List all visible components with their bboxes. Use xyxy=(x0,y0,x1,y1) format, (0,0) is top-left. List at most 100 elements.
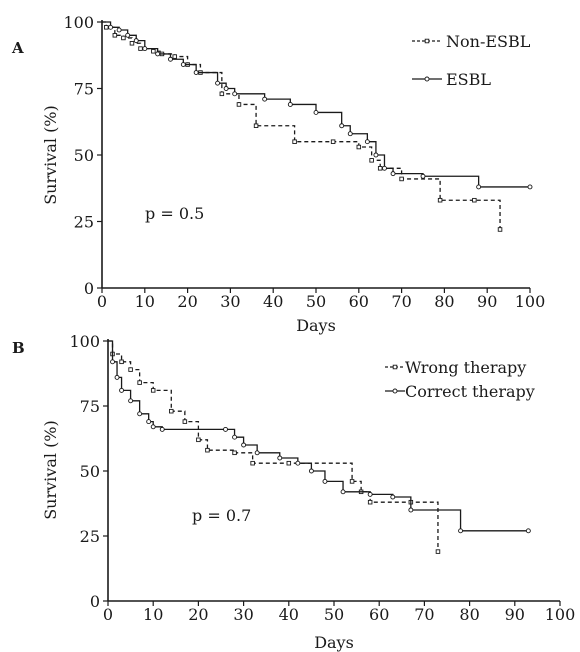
censor-marker-circle xyxy=(458,528,464,534)
x-tick-label: 70 xyxy=(391,292,411,311)
censor-marker-square xyxy=(151,49,156,54)
y-tick-label: 75 xyxy=(80,397,100,416)
y-tick-label: 0 xyxy=(90,592,100,611)
panel-label: A xyxy=(11,39,24,57)
y-tick-label: 100 xyxy=(69,332,100,351)
censor-marker-square xyxy=(250,460,255,466)
censor-marker-square xyxy=(182,419,188,424)
censor-marker-circle xyxy=(262,96,268,102)
x-tick-label: 70 xyxy=(414,605,434,624)
p-value-annotation: p = 0.5 xyxy=(145,204,204,223)
censor-marker-square xyxy=(128,367,133,372)
censor-marker-circle xyxy=(125,32,131,38)
legend-marker-square xyxy=(424,38,430,44)
censor-marker-circle xyxy=(146,419,152,425)
censor-marker-circle xyxy=(339,123,345,129)
y-tick-label: 50 xyxy=(74,146,94,165)
censor-marker-circle xyxy=(295,460,301,466)
x-tick-label: 0 xyxy=(97,292,107,311)
legend-label: ESBL xyxy=(446,70,491,89)
censor-marker-square xyxy=(292,139,297,144)
censor-marker-square xyxy=(330,139,336,144)
censor-marker-square xyxy=(129,41,135,46)
censor-marker-circle xyxy=(382,165,387,171)
censor-marker-circle xyxy=(232,434,238,440)
x-tick-label: 20 xyxy=(188,605,208,624)
censor-marker-circle xyxy=(340,489,346,495)
censor-marker-circle xyxy=(254,450,260,456)
x-tick-label: 0 xyxy=(103,605,113,624)
censor-marker-square xyxy=(349,479,355,484)
p-value-annotation: p = 0.7 xyxy=(192,506,251,525)
x-tick-label: 50 xyxy=(324,605,344,624)
x-tick-label: 20 xyxy=(177,292,197,311)
censor-marker-square xyxy=(367,499,373,505)
censor-marker-circle xyxy=(215,80,221,86)
x-tick-label: 90 xyxy=(477,292,497,311)
censor-marker-square xyxy=(369,158,374,163)
censor-marker-circle xyxy=(137,411,143,417)
x-tick-label: 30 xyxy=(220,292,240,311)
censor-marker-square xyxy=(138,46,143,51)
censor-marker-square xyxy=(232,450,237,456)
censor-marker-circle xyxy=(168,56,173,62)
censor-marker-square xyxy=(196,437,201,443)
x-tick-label: 90 xyxy=(505,605,525,624)
censor-marker-circle xyxy=(527,184,533,190)
censor-marker-circle xyxy=(142,46,148,52)
censor-marker-square xyxy=(472,197,477,203)
y-axis-title: Survival (%) xyxy=(41,420,60,520)
censor-marker-square xyxy=(150,388,156,393)
censor-marker-square xyxy=(205,447,210,453)
censor-marker-circle xyxy=(420,173,426,179)
censor-marker-square xyxy=(253,123,259,128)
censor-marker-circle xyxy=(223,426,228,432)
censor-marker-square xyxy=(356,144,362,150)
y-tick-label: 25 xyxy=(80,527,100,546)
x-tick-label: 60 xyxy=(369,605,389,624)
legend-marker-circle xyxy=(424,76,430,82)
x-tick-label: 30 xyxy=(233,605,253,624)
censor-marker-circle xyxy=(476,184,482,190)
legend-marker-circle xyxy=(392,388,398,394)
censor-marker-square xyxy=(497,227,503,232)
censor-marker-square xyxy=(137,380,142,385)
survival-curve-dashed xyxy=(102,21,501,230)
x-tick-label: 80 xyxy=(459,605,479,624)
y-tick-label: 75 xyxy=(74,80,94,99)
panel-label: B xyxy=(12,339,25,357)
censor-marker-circle xyxy=(150,424,156,430)
y-axis-title: Survival (%) xyxy=(41,105,60,205)
y-tick-label: 50 xyxy=(80,462,100,481)
censor-marker-circle xyxy=(390,494,396,500)
panel-b: 0 10 20 30 40 50 60 70 80 90 100 0 25 50 75 100 Days Surv… xyxy=(12,332,575,652)
censor-marker-circle xyxy=(232,91,238,97)
x-tick-label: 60 xyxy=(349,292,369,311)
x-tick-label: 40 xyxy=(279,605,299,624)
censor-marker-circle xyxy=(133,38,139,44)
censor-marker-circle xyxy=(159,426,165,432)
censor-marker-circle xyxy=(277,455,283,461)
legend-label: Non-ESBL xyxy=(446,32,531,51)
censor-marker-circle xyxy=(367,491,373,497)
x-tick-label: 100 xyxy=(515,292,546,311)
censor-marker-circle xyxy=(373,152,379,158)
x-tick-label: 40 xyxy=(263,292,283,311)
censor-marker-circle xyxy=(116,27,122,33)
censor-marker-circle xyxy=(364,139,370,145)
legend-label: Wrong therapy xyxy=(405,358,526,377)
legend-label: Correct therapy xyxy=(405,382,535,401)
censor-marker-circle xyxy=(119,387,125,393)
censor-marker-circle xyxy=(347,131,353,137)
censor-marker-circle xyxy=(287,102,293,107)
x-tick-label: 50 xyxy=(306,292,326,311)
censor-marker-square xyxy=(104,25,109,30)
x-tick-label: 10 xyxy=(143,605,163,624)
censor-marker-circle xyxy=(308,468,314,474)
censor-marker-circle xyxy=(128,398,134,404)
censor-marker-square xyxy=(119,359,124,365)
censor-marker-circle xyxy=(110,359,115,365)
censor-marker-square xyxy=(399,176,404,182)
y-tick-label: 25 xyxy=(74,213,94,232)
